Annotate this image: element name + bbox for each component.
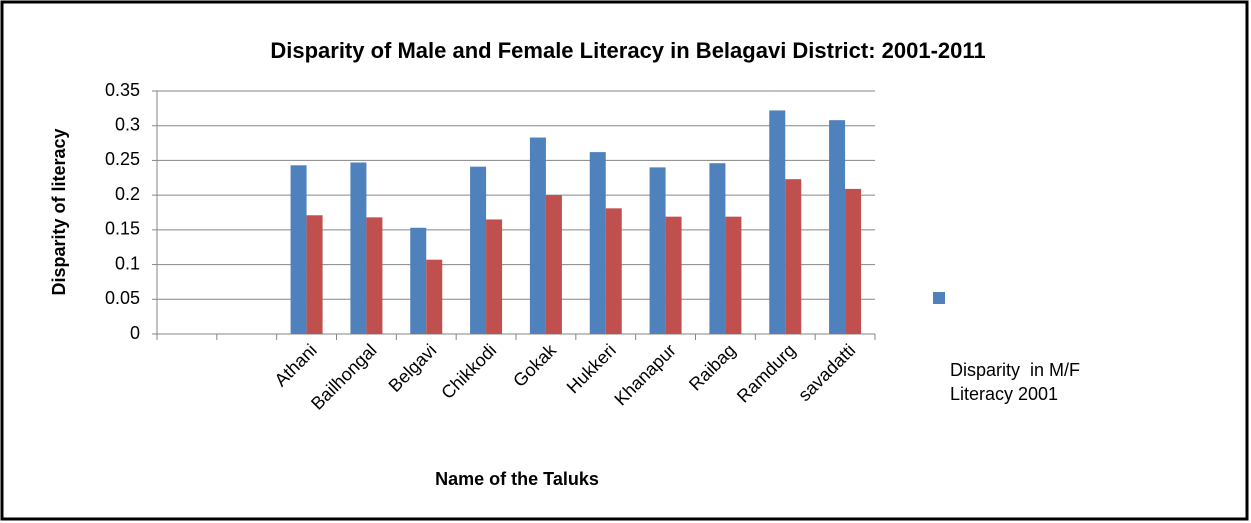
bar: [410, 227, 427, 334]
bar: [529, 137, 546, 334]
y-tick-label: 0.1: [115, 253, 140, 273]
bar: [665, 216, 682, 334]
x-axis-title: Name of the Taluks: [435, 469, 599, 489]
chart-title: Disparity of Male and Female Literacy in…: [270, 38, 985, 63]
y-tick-label: 0: [130, 323, 140, 343]
y-tick-label: 0.2: [115, 184, 140, 204]
bar: [725, 216, 742, 334]
bar: [709, 163, 726, 334]
y-tick-label: 0.25: [105, 149, 140, 169]
bar: [366, 217, 383, 334]
legend-label: Disparity in M/F Literacy 2001: [950, 360, 1086, 404]
bar: [306, 215, 323, 334]
bar: [845, 188, 862, 334]
y-axis-title: Disparity of literacy: [49, 128, 69, 295]
y-tick-label: 0.15: [105, 219, 140, 239]
bar: [829, 120, 846, 334]
bar: [785, 179, 802, 334]
legend-swatch: [933, 292, 945, 304]
y-tick-label: 0.35: [105, 80, 140, 100]
bar: [545, 195, 562, 334]
y-tick-label: 0.05: [105, 288, 140, 308]
y-tick-label: 0.3: [115, 114, 140, 134]
bar: [350, 162, 367, 334]
bar: [290, 165, 307, 334]
legend: Disparity in M/F Literacy 2001: [933, 286, 1103, 430]
bar: [470, 166, 487, 334]
bar: [426, 259, 443, 334]
bar: [649, 167, 666, 334]
bar: [769, 110, 786, 334]
bar: [605, 208, 622, 334]
bar: [486, 219, 503, 334]
bar: [589, 152, 606, 334]
